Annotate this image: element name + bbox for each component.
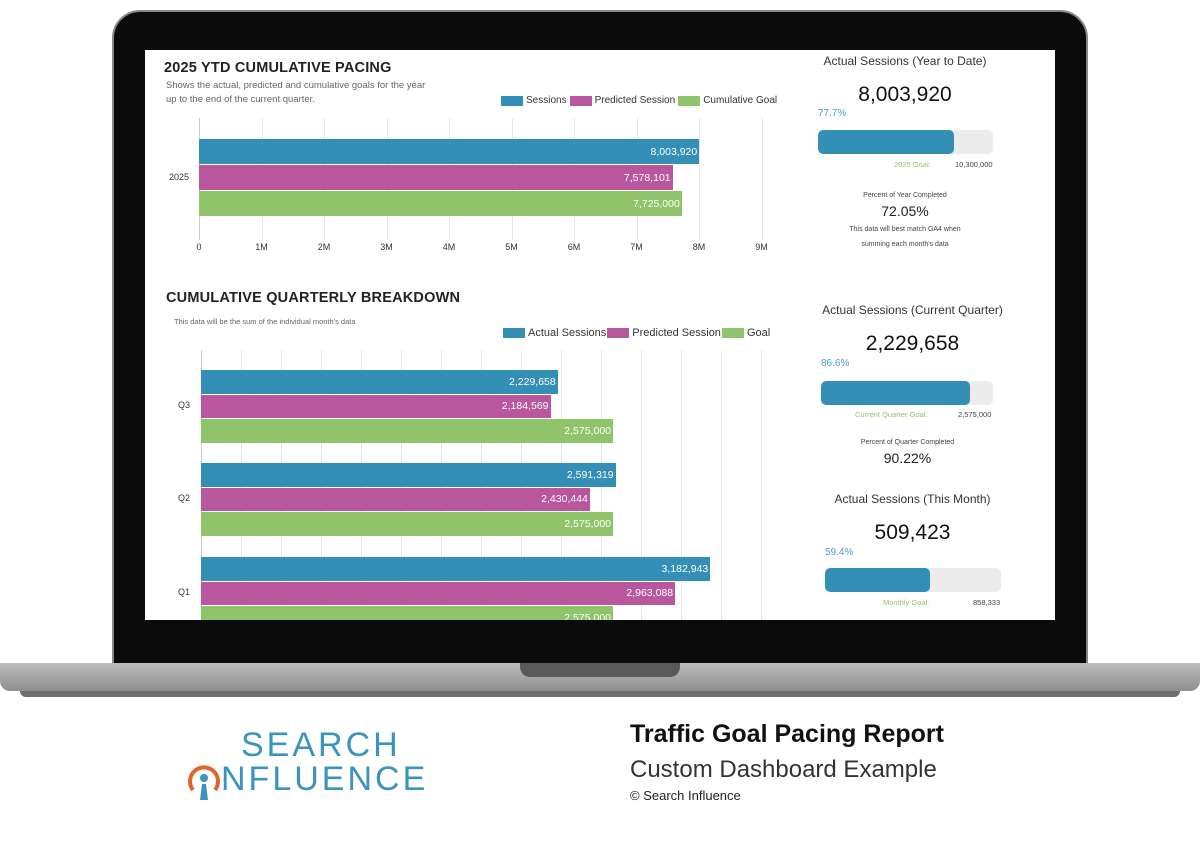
category-label: 2025 [169,172,190,182]
ytd-goal-value: 10,300,000 [955,160,993,169]
quarter-completed-label: Percent of Quarter Completed [860,439,955,446]
category-label: Q1 [178,587,191,597]
ytd-legend: Sessions Predicted Session Cumulative Go… [501,95,777,106]
quarter-goal-value: 2,575,000 [958,410,992,419]
legend-label: Predicted Session [594,95,676,106]
logo-line-1: SEARCH [241,726,401,764]
x-tick-label: 1M [255,242,268,252]
quarter-goal-label: Current Quarter Goal: [855,410,928,419]
ytd-note-2: summing each month's data [861,241,949,248]
x-tick-label: 9M [755,242,768,252]
ytd-progress-fill [818,130,954,154]
quarterly-legend: Actual Sessions Predicted Session Goal [503,327,770,339]
ytd-completed-value: 72.05% [881,203,929,219]
bar-goal: 2,575,000 [201,512,613,536]
ytd-chart-title: 2025 YTD CUMULATIVE PACING [164,60,392,76]
legend-swatch-predicted [607,328,630,338]
legend-label: Sessions [526,95,567,106]
category-label: Q3 [178,400,191,410]
legend-swatch-sessions [503,328,525,338]
gridline [681,350,682,620]
month-progress-bar [825,568,1001,592]
gridline [699,118,700,240]
report-title: Traffic Goal Pacing Report [630,720,944,748]
quarter-kpi-percent: 86.6% [821,358,850,369]
legend-swatch-sessions [501,95,523,106]
ytd-note-1: This data will best match GA4 when [849,226,961,233]
gridline [761,350,762,620]
quarter-progress-fill [821,381,970,405]
logo-i-icon [188,765,220,800]
x-tick-label: 7M [630,242,643,252]
x-tick-label: 0 [196,242,202,252]
ytd-kpi-percent: 77.7% [818,108,847,119]
x-tick-label: 5M [505,242,518,252]
quarterly-chart-subtitle: This data will be the sum of the individ… [174,317,356,326]
bar-cumulative-goal: 7,725,000 [199,191,682,216]
gridline [761,118,763,240]
ytd-goal-label: 2025 Goal: [894,160,931,169]
dashboard-screen: 2025 YTD CUMULATIVE PACING Shows the act… [145,50,1055,620]
ytd-completed-label: Percent of Year Completed [863,192,947,199]
bar-sessions: 8,003,920 [199,139,700,164]
bar-predicted-session: 7,578,101 [199,165,673,190]
month-goal-label: Monthly Goal: [883,598,930,607]
bar-predicted-session: 2,963,088 [201,581,676,606]
category-label: Q2 [178,493,191,503]
x-tick-label: 8M [692,242,706,252]
legend-label: Goal [746,327,771,339]
legend-swatch-goal [678,95,701,106]
quarter-kpi-value: 2,229,658 [865,332,960,355]
bar-actual-sessions: 2,229,658 [201,370,558,394]
month-progress-fill [825,568,930,592]
bar-goal: 2,575,000 [201,419,613,443]
gridline [721,350,722,620]
gridline [641,350,642,620]
laptop-base-edge [20,691,1180,697]
legend-swatch-goal [721,328,744,338]
ytd-chart-subtitle: Shows the actual, predicted and cumulati… [166,80,426,105]
legend-swatch-predicted [569,95,592,106]
report-subtitle: Custom Dashboard Example [630,756,937,783]
bar-predicted-session: 2,430,444 [201,487,590,512]
month-kpi-title: Actual Sessions (This Month) [834,492,991,506]
quarterly-chart-title: CUMULATIVE QUARTERLY BREAKDOWN [166,290,461,306]
bar-actual-sessions: 3,182,943 [201,557,711,581]
ytd-kpi-title: Actual Sessions (Year to Date) [823,54,987,68]
legend-label: Predicted Session [632,327,721,339]
copyright: © Search Influence [630,788,741,803]
month-goal-value: 858,333 [973,598,1001,607]
logo-line-2: NFLUENCE [221,760,429,798]
bar-actual-sessions: 2,591,319 [201,463,616,487]
bar-predicted-session: 2,184,569 [201,394,551,419]
bar-goal: 2,575,000 [201,606,613,620]
quarter-progress-bar [821,381,993,405]
legend-label: Actual Sessions [528,327,607,339]
x-tick-label: 6M [567,242,581,252]
x-tick-label: 3M [380,242,393,252]
quarterly-bar-chart: Q3 2,229,658 2,184,569 2,575,000 Q2 2,591,319… [145,50,805,620]
laptop-notch [520,663,680,677]
ytd-progress-bar [818,130,993,154]
x-tick-label: 4M [442,242,456,252]
legend-label: Cumulative Goal [703,95,778,106]
month-kpi-percent: 59.4% [825,547,854,558]
ytd-kpi-value: 8,003,920 [858,83,952,106]
x-tick-label: 2M [317,242,331,252]
month-kpi-value: 509,423 [874,521,951,544]
quarter-completed-value: 90.22% [883,450,932,466]
ytd-bar-chart: 0 1M 2M 3M 4M 5M 6M 7M 8M 9M 2025 8,003,920 7,578,10… [145,50,805,280]
quarter-kpi-title: Actual Sessions (Current Quarter) [822,303,1003,317]
